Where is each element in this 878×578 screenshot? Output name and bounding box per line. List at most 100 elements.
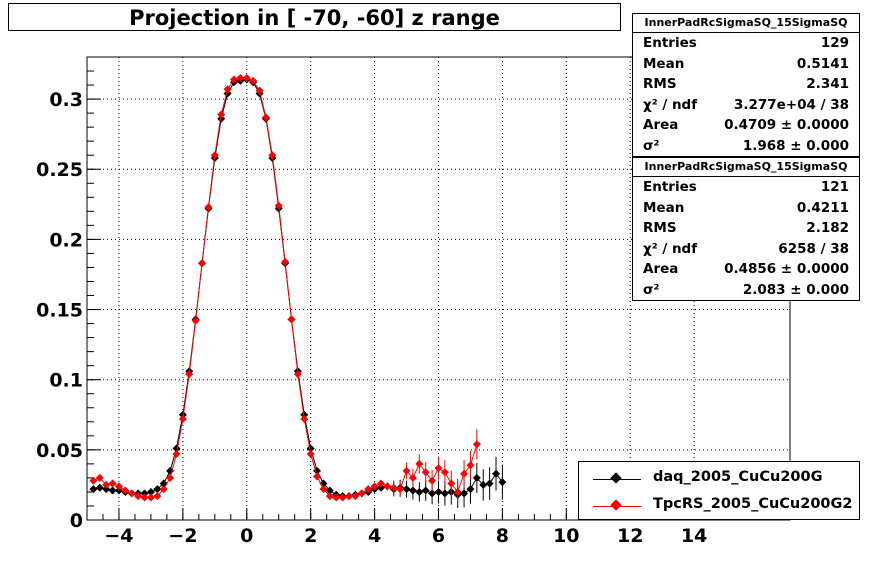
stats-row-mean: Mean 0.4211 [633,198,859,219]
data-point [325,492,334,501]
data-point [415,459,424,468]
stats-row-chi2: χ² / ndf 3.277e+04 / 38 [633,95,859,116]
data-point [415,487,424,496]
data-point [357,489,366,498]
data-point [166,473,175,482]
x-tick-label: 2 [304,525,317,547]
data-point [306,444,315,453]
data-point [204,203,213,212]
data-point [287,315,296,324]
data-point [268,151,277,160]
stats-label: Area [643,117,679,133]
stats-value: 0.4856 ± 0.0000 [724,261,849,277]
data-point [421,468,430,477]
data-point [108,479,117,488]
data-point [306,450,315,459]
stats-row-chi2: χ² / ndf 6258 / 38 [633,239,859,260]
y-tick-label: 0.15 [36,300,83,322]
x-tick-label: 10 [553,525,579,547]
stats-label: RMS [643,76,677,92]
stats-value: 3.277e+04 / 38 [733,96,849,113]
legend-marker [610,472,622,484]
stats-value: 0.4709 ± 0.0000 [724,117,849,133]
stats-value: 2.083 ± 0.000 [742,281,849,298]
data-point [313,472,322,481]
data-point [364,485,373,494]
x-tick-label: −4 [104,525,133,547]
data-point [255,86,264,95]
stats-row-rms: RMS 2.341 [633,74,859,95]
data-point [172,450,181,459]
data-point [172,444,181,453]
stats-label: σ² [643,137,660,154]
stats-value: 121 [820,179,849,195]
data-point [236,74,245,83]
legend-entry-tpcrs: TpcRS_2005_CuCu200G2 [579,493,859,519]
stats-row-area: Area 0.4856 ± 0.0000 [633,259,859,280]
axes: −4 −2 0 2 4 6 8 10 12 14 0 0.05 0.1 0.15 0.2 0.25 0.3 [36,70,791,547]
data-point [402,485,411,494]
y-tick-label: 0.25 [36,159,83,181]
y-tick-label: 0 [70,510,83,532]
data-point [223,85,232,94]
data-point [300,410,309,419]
x-tick-label: 6 [432,525,445,547]
data-point [460,489,469,498]
data-point [440,468,449,477]
data-point [95,483,104,492]
data-point [351,492,360,501]
stats-value: 129 [820,35,849,51]
data-point [153,485,162,494]
data-point [428,476,437,485]
stats-label: Entries [643,35,697,51]
data-point [479,480,488,489]
data-point [472,440,481,449]
stats-header: InnerPadRcSigmaSQ_15SigmaSQ [633,14,859,33]
data-point [191,316,200,325]
data-point [293,370,302,379]
data-point [472,473,481,482]
stats-label: Mean [643,55,685,72]
data-point [466,461,475,470]
stats-value: 6258 / 38 [778,240,849,257]
data-point [134,492,143,501]
chart-title: Projection in [ -70, -60] z range [8,3,621,31]
x-tick-label: 8 [496,525,509,547]
stats-label: Entries [643,179,697,195]
series-tpcrs [89,74,481,506]
stats-header: InnerPadRcSigmaSQ_15SigmaSQ [633,158,859,177]
stats-row-entries: Entries 121 [633,177,859,198]
data-point [319,485,328,494]
legend: daq_2005_CuCu200G TpcRS_2005_CuCu200G2 [578,461,860,520]
data-point [102,480,111,489]
data-point [460,469,469,478]
data-point [281,257,290,266]
data-point [453,487,462,496]
legend-entry-daq: daq_2005_CuCu200G [579,466,859,492]
data-point [89,476,98,485]
data-point [229,75,238,84]
data-point [185,370,194,379]
data-point [466,485,475,494]
stats-value: 0.5141 [796,55,849,72]
legend-label: TpcRS_2005_CuCu200G2 [653,496,853,512]
stats-label: RMS [643,220,677,236]
data-point [114,486,123,495]
data-point [102,485,111,494]
data-point [389,483,398,492]
data-point [383,482,392,491]
data-point [300,414,309,423]
data-point [345,492,354,501]
legend-label: daq_2005_CuCu200G [653,469,823,485]
data-point [402,466,411,475]
data-point [396,485,405,494]
stats-value: 1.968 ± 0.000 [742,137,849,154]
x-tick-label: −2 [168,525,197,547]
y-tick-label: 0.05 [36,440,83,462]
data-point [485,479,494,488]
legend-marker [610,499,622,511]
stats-box-tpcrs: InnerPadRcSigmaSQ_15SigmaSQ Entries 121 M… [632,157,860,301]
data-point [370,482,379,491]
data-point [114,482,123,491]
data-point [428,489,437,498]
